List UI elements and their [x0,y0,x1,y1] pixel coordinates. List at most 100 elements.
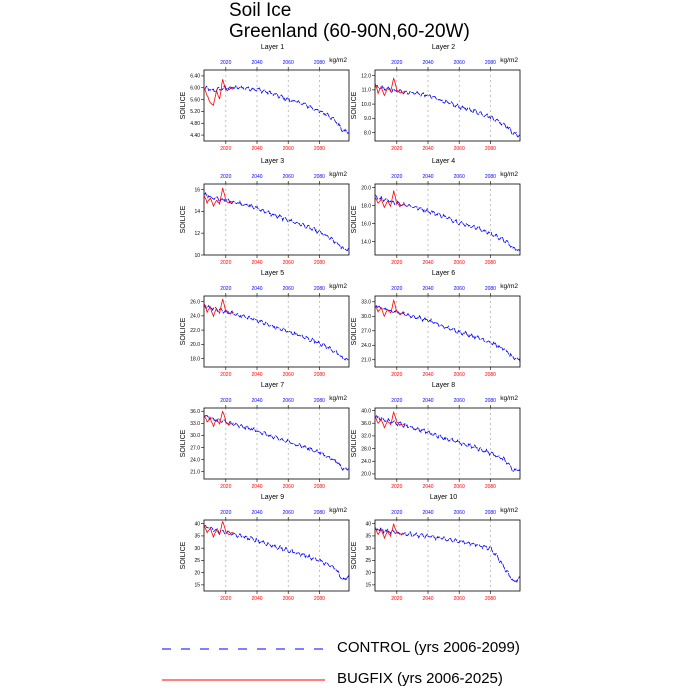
y-tick-label: 12 [194,231,200,237]
panel-ylabel: SOILICE [351,205,358,233]
x-tick-label-bottom: 2040 [251,372,262,378]
x-tick-label-bottom: 2040 [422,146,433,152]
x-tick-label-bottom: 2020 [391,146,402,152]
panel-title: Layer 10 [430,494,457,501]
x-tick-label-top: 2040 [251,398,262,404]
panel-ylabel: SOILICE [351,317,358,345]
y-tick-label: 20.0 [190,342,200,348]
plot-frame [203,183,350,256]
panel-ylabel: SOILICE [351,429,358,457]
x-tick-label-top: 2020 [391,60,402,66]
x-tick-label-bottom: 2020 [391,260,402,266]
x-tick-label-top: 2040 [422,174,433,180]
y-tick-label: 30 [194,546,200,552]
y-tick-label: 24.0 [190,457,200,463]
panel-layer-1: Layer 1 kg/m2 SOILICE 2020 2020 2040 2040 2060 2… [180,44,350,152]
x-tick-label-bottom: 2040 [251,484,262,490]
panel-ylabel: SOILICE [180,317,187,345]
y-tick-label: 4.80 [190,121,200,127]
x-tick-label-bottom: 2080 [314,596,325,602]
y-tick-label: 35 [194,534,200,540]
y-tick-label: 6.00 [190,86,200,92]
x-tick-label-bottom: 2060 [454,146,465,152]
x-tick-label-top: 2040 [251,286,262,292]
x-tick-label-top: 2060 [283,398,294,404]
y-tick-label: 40 [194,521,200,527]
panel-title: Layer 1 [261,44,284,51]
panel-title: Layer 3 [261,158,284,165]
y-tick-label: 27.0 [361,329,371,335]
panel-ylabel: SOILICE [180,541,187,569]
series-control-line [374,526,521,584]
y-tick-label: 14.0 [361,239,371,245]
x-tick-label-bottom: 2020 [391,484,402,490]
panel-ylabel: SOILICE [351,91,358,119]
y-tick-label: 22.0 [190,328,200,334]
panel-title: Layer 2 [432,44,455,51]
x-tick-label-bottom: 2080 [314,372,325,378]
series-control-line [203,525,350,582]
x-tick-label-top: 2020 [391,286,402,292]
panel-units: kg/m2 [500,507,518,514]
y-tick-label: 4.40 [190,133,200,139]
panel-ylabel: SOILICE [180,429,187,457]
x-tick-label-bottom: 2020 [220,596,231,602]
panel-ylabel: SOILICE [180,91,187,119]
x-tick-label-top: 2040 [422,60,433,66]
y-tick-label: 24.0 [190,314,200,320]
panel-title: Layer 6 [432,270,455,277]
panel-units: kg/m2 [500,171,518,178]
panel-layer-9: Layer 9kg/m2SOILICE202020202040204020602… [180,494,350,602]
x-tick-label-bottom: 2020 [220,146,231,152]
y-tick-label: 21.0 [190,470,200,476]
x-tick-label-bottom: 2080 [485,372,496,378]
y-tick-label: 18.0 [361,203,371,209]
y-tick-label: 28.0 [361,446,371,452]
panel-units: kg/m2 [329,507,347,514]
y-tick-label: 25 [365,558,371,564]
y-tick-label: 18.0 [190,356,200,362]
panel-ylabel: SOILICE [351,541,358,569]
x-tick-label-top: 2080 [485,174,496,180]
y-tick-label: 5.20 [190,109,200,115]
x-tick-label-bottom: 2080 [485,260,496,266]
x-tick-label-top: 2060 [454,510,465,516]
x-tick-label-bottom: 2040 [251,146,262,152]
y-tick-label: 40.0 [361,408,371,414]
y-tick-label: 33.0 [190,421,200,427]
x-tick-label-bottom: 2060 [454,484,465,490]
y-tick-label: 24.0 [361,459,371,465]
y-tick-label: 24.0 [361,343,371,349]
series-bugfix-line [203,410,234,428]
x-tick-label-top: 2060 [454,60,465,66]
panel-layer-8: Layer 8 kg/m2 SOILICE 2020 2020 2040 2040 2060 2… [351,382,521,490]
x-tick-label-top: 2080 [485,60,496,66]
x-tick-label-top: 2060 [454,174,465,180]
y-tick-label: 20.0 [361,472,371,478]
panel-units: kg/m2 [500,395,518,402]
y-tick-label: 36.0 [361,421,371,427]
panel-units: kg/m2 [329,57,347,64]
x-tick-label-top: 2080 [314,174,325,180]
x-tick-label-top: 2040 [422,286,433,292]
series-bugfix-line [203,520,234,539]
panel-title: Layer 4 [432,158,455,165]
x-tick-label-top: 2080 [314,60,325,66]
x-tick-label-bottom: 2020 [220,260,231,266]
y-tick-label: 30.0 [361,314,371,320]
x-tick-label-top: 2040 [422,398,433,404]
y-tick-label: 6.40 [190,74,200,80]
series-bugfix-line [374,523,405,540]
y-tick-label: 21.0 [361,358,371,364]
plot-frame [374,407,521,480]
panel-ylabel: SOILICE [180,205,187,233]
x-tick-label-top: 2080 [314,510,325,516]
panel-units: kg/m2 [329,395,347,402]
x-tick-label-top: 2020 [220,398,231,404]
x-tick-label-bottom: 2080 [314,260,325,266]
x-tick-label-bottom: 2040 [422,484,433,490]
panel-title: Layer 7 [261,382,284,389]
x-tick-label-top: 2060 [454,286,465,292]
y-tick-label: 8.0 [364,130,371,136]
